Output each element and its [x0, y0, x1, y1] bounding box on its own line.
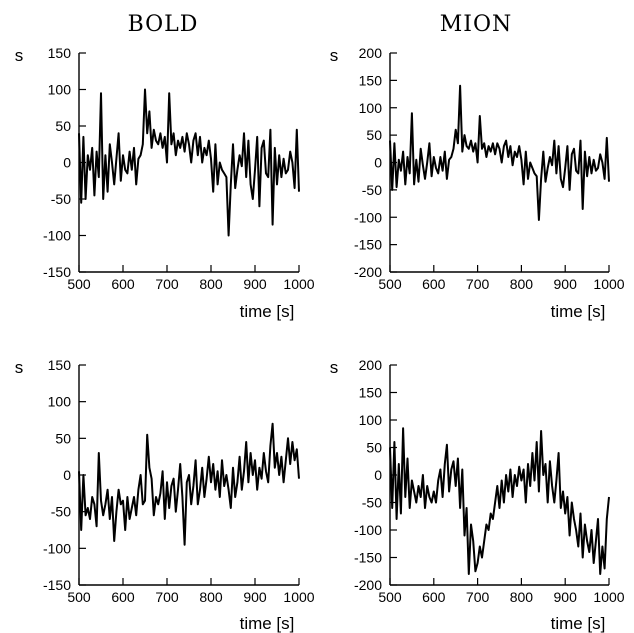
y-tick-label: 100 [48, 82, 72, 98]
x-axis-label: time [s] [551, 302, 606, 321]
x-tick-label: 900 [554, 589, 578, 605]
y-tick-label: 100 [359, 100, 383, 116]
y-tick-label: 200 [359, 357, 383, 373]
panel-mion-top: -200 -150 -100 -50 0 50 100 150 200 500 600 700 800 9… [330, 45, 625, 321]
x-tick-label: 900 [243, 276, 267, 292]
y-tick-label: 50 [55, 430, 71, 446]
column-title-bold: BOLD [128, 12, 199, 37]
y-tick-label: 150 [48, 357, 72, 373]
y-axis-label: s [330, 358, 339, 377]
x-tick-label: 500 [378, 276, 402, 292]
y-tick-label: -150 [43, 264, 71, 280]
x-axis-label: time [s] [240, 614, 295, 633]
x-tick-label: 1000 [593, 589, 624, 605]
series-line [389, 427, 610, 575]
y-axis-label: s [15, 46, 24, 65]
x-tick-label: 800 [199, 276, 223, 292]
x-tick-label: 500 [67, 589, 91, 605]
y-tick-label: -150 [354, 237, 382, 253]
x-tick-label: 600 [111, 276, 135, 292]
y-tick-label: -50 [362, 182, 382, 198]
y-tick-label: 150 [48, 45, 72, 61]
x-tick-label: 700 [155, 589, 179, 605]
y-axis-label: s [15, 358, 24, 377]
x-tick-label: 700 [466, 589, 490, 605]
x-tick-label: 800 [510, 589, 534, 605]
y-tick-label: 100 [359, 412, 383, 428]
y-tick-label: -100 [43, 228, 71, 244]
y-tick-label: 0 [63, 467, 71, 483]
y-tick-label: 0 [374, 155, 382, 171]
x-tick-label: 800 [199, 589, 223, 605]
panel-mion-bottom: -200 -150 -100 -50 0 50 100 150 200 500 600 700 800 9… [330, 357, 625, 633]
x-tick-label: 600 [422, 589, 446, 605]
y-tick-label: -100 [354, 522, 382, 538]
x-tick-label: 700 [155, 276, 179, 292]
x-axis-label: time [s] [551, 614, 606, 633]
y-tick-label: 50 [366, 127, 382, 143]
y-tick-label: 0 [374, 467, 382, 483]
x-tick-label: 1000 [593, 276, 624, 292]
y-axis-label: s [330, 46, 339, 65]
x-tick-label: 600 [111, 589, 135, 605]
y-tick-label: -200 [354, 264, 382, 280]
y-tick-label: 0 [63, 155, 71, 171]
series-line [78, 88, 300, 237]
y-tick-label: -100 [43, 540, 71, 556]
x-tick-label: 900 [554, 276, 578, 292]
x-tick-label: 500 [67, 276, 91, 292]
y-tick-label: 100 [48, 394, 72, 410]
series-line [389, 84, 610, 221]
y-tick-label: 150 [359, 72, 383, 88]
x-axis-label: time [s] [240, 302, 295, 321]
y-tick-label: -100 [354, 209, 382, 225]
x-tick-label: 1000 [283, 276, 314, 292]
y-tick-label: -50 [51, 191, 71, 207]
y-tick-label: 50 [55, 118, 71, 134]
y-tick-label: 200 [359, 45, 383, 61]
series-line [78, 422, 300, 546]
y-tick-label: -150 [354, 550, 382, 566]
x-tick-label: 700 [466, 276, 490, 292]
column-title-mion: MION [440, 12, 513, 37]
x-tick-label: 900 [243, 589, 267, 605]
panel-bold-bottom: -150 -100 -50 0 50 100 150 500 600 700 800 900 1000 s… [15, 357, 315, 633]
y-tick-label: -50 [362, 495, 382, 511]
x-tick-label: 1000 [283, 589, 314, 605]
y-tick-label: -150 [43, 577, 71, 593]
x-tick-label: 500 [378, 589, 402, 605]
y-tick-label: -50 [51, 504, 71, 520]
panel-bold-top: -150 -100 -50 0 50 100 150 500 600 700 800 900 1000 s… [15, 45, 315, 321]
x-tick-label: 800 [510, 276, 534, 292]
y-tick-label: 150 [359, 385, 383, 401]
y-tick-label: -200 [354, 577, 382, 593]
y-tick-label: 50 [366, 440, 382, 456]
x-tick-label: 600 [422, 276, 446, 292]
